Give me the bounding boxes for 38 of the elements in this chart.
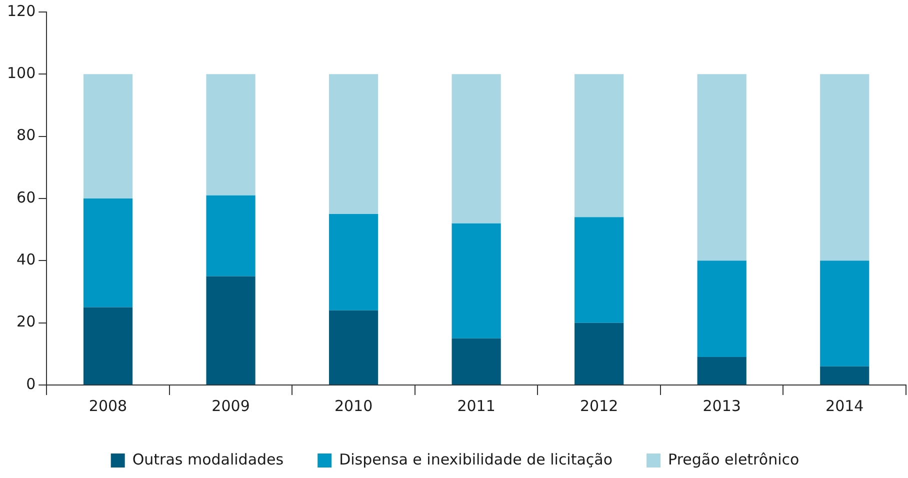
bar — [206, 74, 256, 196]
x-tick-label: 2012 — [580, 396, 618, 415]
bar — [697, 357, 746, 384]
x-tick-label: 2014 — [826, 396, 864, 415]
bar — [697, 74, 746, 261]
y-tick-label: 80 — [16, 126, 36, 144]
y-tick-label: 100 — [6, 64, 36, 82]
y-tick-label: 0 — [26, 374, 36, 393]
bar — [574, 322, 624, 384]
bar — [83, 307, 133, 384]
bar — [574, 74, 624, 218]
y-tick-label: 120 — [6, 2, 36, 20]
x-tick-label: 2010 — [334, 396, 373, 415]
bar — [206, 276, 256, 384]
bar — [574, 217, 624, 323]
bar — [820, 260, 870, 366]
bar — [820, 74, 870, 261]
bar — [328, 310, 378, 384]
bar — [328, 214, 378, 310]
y-tick-label: 60 — [16, 188, 36, 206]
bar — [452, 223, 501, 338]
bar — [206, 195, 256, 276]
legend-label: Dispensa e inexibilidade de licitação — [339, 450, 613, 468]
bar — [820, 366, 870, 384]
legend-label: Outras modalidades — [132, 450, 284, 468]
y-tick-label: 40 — [16, 250, 36, 269]
y-tick-label: 20 — [16, 312, 36, 331]
x-tick-label: 2008 — [88, 396, 128, 415]
x-tick-label: 2009 — [212, 396, 250, 415]
x-tick-label: 2013 — [702, 396, 741, 415]
bar — [697, 260, 746, 358]
bar — [83, 74, 133, 198]
bar — [83, 198, 133, 308]
x-tick-label: 2011 — [457, 396, 496, 415]
bar — [452, 74, 501, 224]
legend-label: Pregão eletrônico — [668, 450, 800, 468]
bar — [328, 74, 378, 214]
bar — [452, 338, 501, 384]
